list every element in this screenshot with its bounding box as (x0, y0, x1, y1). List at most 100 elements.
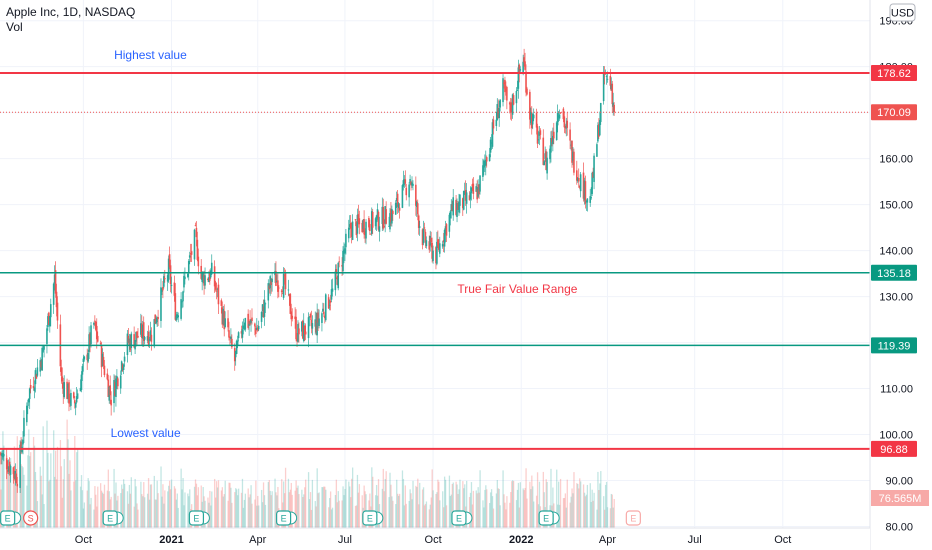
volume-bar (54, 450, 57, 528)
horizontal-levels[interactable] (0, 72, 870, 450)
candle-body (222, 308, 225, 324)
split-event-marker[interactable]: S (23, 510, 39, 526)
volume-bar (402, 478, 405, 528)
candle-body (73, 400, 76, 404)
candle-body (135, 331, 137, 342)
candle-body (189, 253, 192, 255)
candle-body (416, 203, 419, 215)
candle-body (412, 183, 414, 186)
candle-body (133, 334, 135, 348)
candle-body (384, 206, 386, 224)
volume-value-box (871, 490, 929, 506)
volume-bar (613, 498, 615, 528)
volume-bar (183, 505, 185, 528)
earnings-event-marker[interactable]: E (625, 510, 641, 526)
volume-bar (291, 494, 293, 528)
volume-bar (228, 482, 230, 528)
candle-body (431, 242, 433, 259)
candle-body (569, 129, 571, 141)
candle-body (150, 334, 153, 342)
volume-bar (382, 468, 384, 528)
volume-bar (50, 453, 52, 528)
volume-bar (7, 470, 9, 528)
volume-bar (149, 484, 152, 528)
volume-bar (90, 497, 92, 528)
volume-bar (450, 494, 452, 528)
volume-bar (559, 478, 562, 528)
candle-body (516, 90, 519, 92)
volume-indicator-label: Vol (6, 20, 23, 34)
candle-body (168, 254, 171, 268)
volume-bar (277, 486, 279, 528)
earnings-event-marker[interactable]: E (538, 510, 560, 526)
time-axis[interactable]: Oct 2021 Apr Jul Oct 2022 Apr Jul Oct (0, 527, 870, 550)
currency-button[interactable]: USD (889, 3, 916, 22)
candle-body (80, 374, 83, 390)
candle-body (356, 214, 359, 234)
volume-bar (141, 494, 143, 528)
candle-body (411, 182, 413, 186)
candle-body (167, 258, 170, 280)
candle-body (308, 316, 311, 318)
candle-body (518, 64, 521, 74)
volume-bar (161, 496, 163, 528)
candle-body (129, 338, 132, 350)
candle-body (76, 393, 79, 399)
earnings-event-marker[interactable]: E (362, 510, 384, 526)
volume-bar (20, 464, 22, 528)
volume-bar (127, 503, 130, 528)
candle-body (47, 316, 49, 328)
level-price-label-box (871, 337, 917, 354)
earnings-event-marker[interactable]: E (276, 510, 298, 526)
volume-bar (411, 499, 413, 528)
volume-bar (315, 506, 317, 528)
candle-body (571, 140, 573, 163)
volume-bar (182, 478, 184, 528)
price-axis[interactable]: 80.0090.00100.00110.00120.00130.00140.00… (869, 0, 932, 550)
volume-bar (189, 489, 191, 528)
candle-body (405, 187, 408, 196)
candle-body (213, 266, 216, 287)
candle-body (415, 202, 418, 208)
candle-body (394, 202, 397, 215)
candle-body (485, 157, 488, 162)
earnings-event-marker[interactable]: E (451, 510, 473, 526)
candle-body (499, 99, 501, 108)
candle-body (376, 209, 379, 219)
volume-bar (188, 496, 190, 528)
candle-body (584, 181, 587, 204)
volume-bar (307, 472, 310, 528)
volume-bar (448, 475, 451, 528)
volume-bar (227, 500, 229, 528)
candle-body (409, 178, 411, 183)
volume-bar (535, 495, 538, 528)
earnings-event-marker[interactable]: E (102, 510, 124, 526)
volume-bar (135, 486, 137, 528)
candle-body (302, 322, 305, 341)
candle-body (164, 277, 166, 280)
earnings-event-marker[interactable]: E (0, 510, 22, 526)
candle-body (36, 367, 39, 376)
volume-bar (509, 502, 511, 528)
candle-body (247, 313, 249, 328)
volume-bar (120, 493, 122, 528)
candle-body (95, 325, 98, 340)
volume-bar (261, 502, 264, 528)
candle-body (169, 265, 172, 285)
volume-bar (180, 468, 182, 528)
volume-bar (290, 482, 292, 528)
volume-bar (35, 480, 38, 528)
earnings-event-marker[interactable]: E (188, 510, 210, 526)
annotation-label: Highest value (114, 48, 187, 62)
volume-bar (154, 499, 156, 528)
candle-body (233, 348, 236, 362)
candle-body (248, 323, 250, 326)
volume-bar (337, 491, 339, 528)
volume-bar (432, 490, 434, 528)
volume-bar (409, 489, 411, 528)
candle-body (216, 288, 219, 290)
candle-body (267, 283, 270, 301)
level-price-label: 178.62 (877, 68, 911, 80)
